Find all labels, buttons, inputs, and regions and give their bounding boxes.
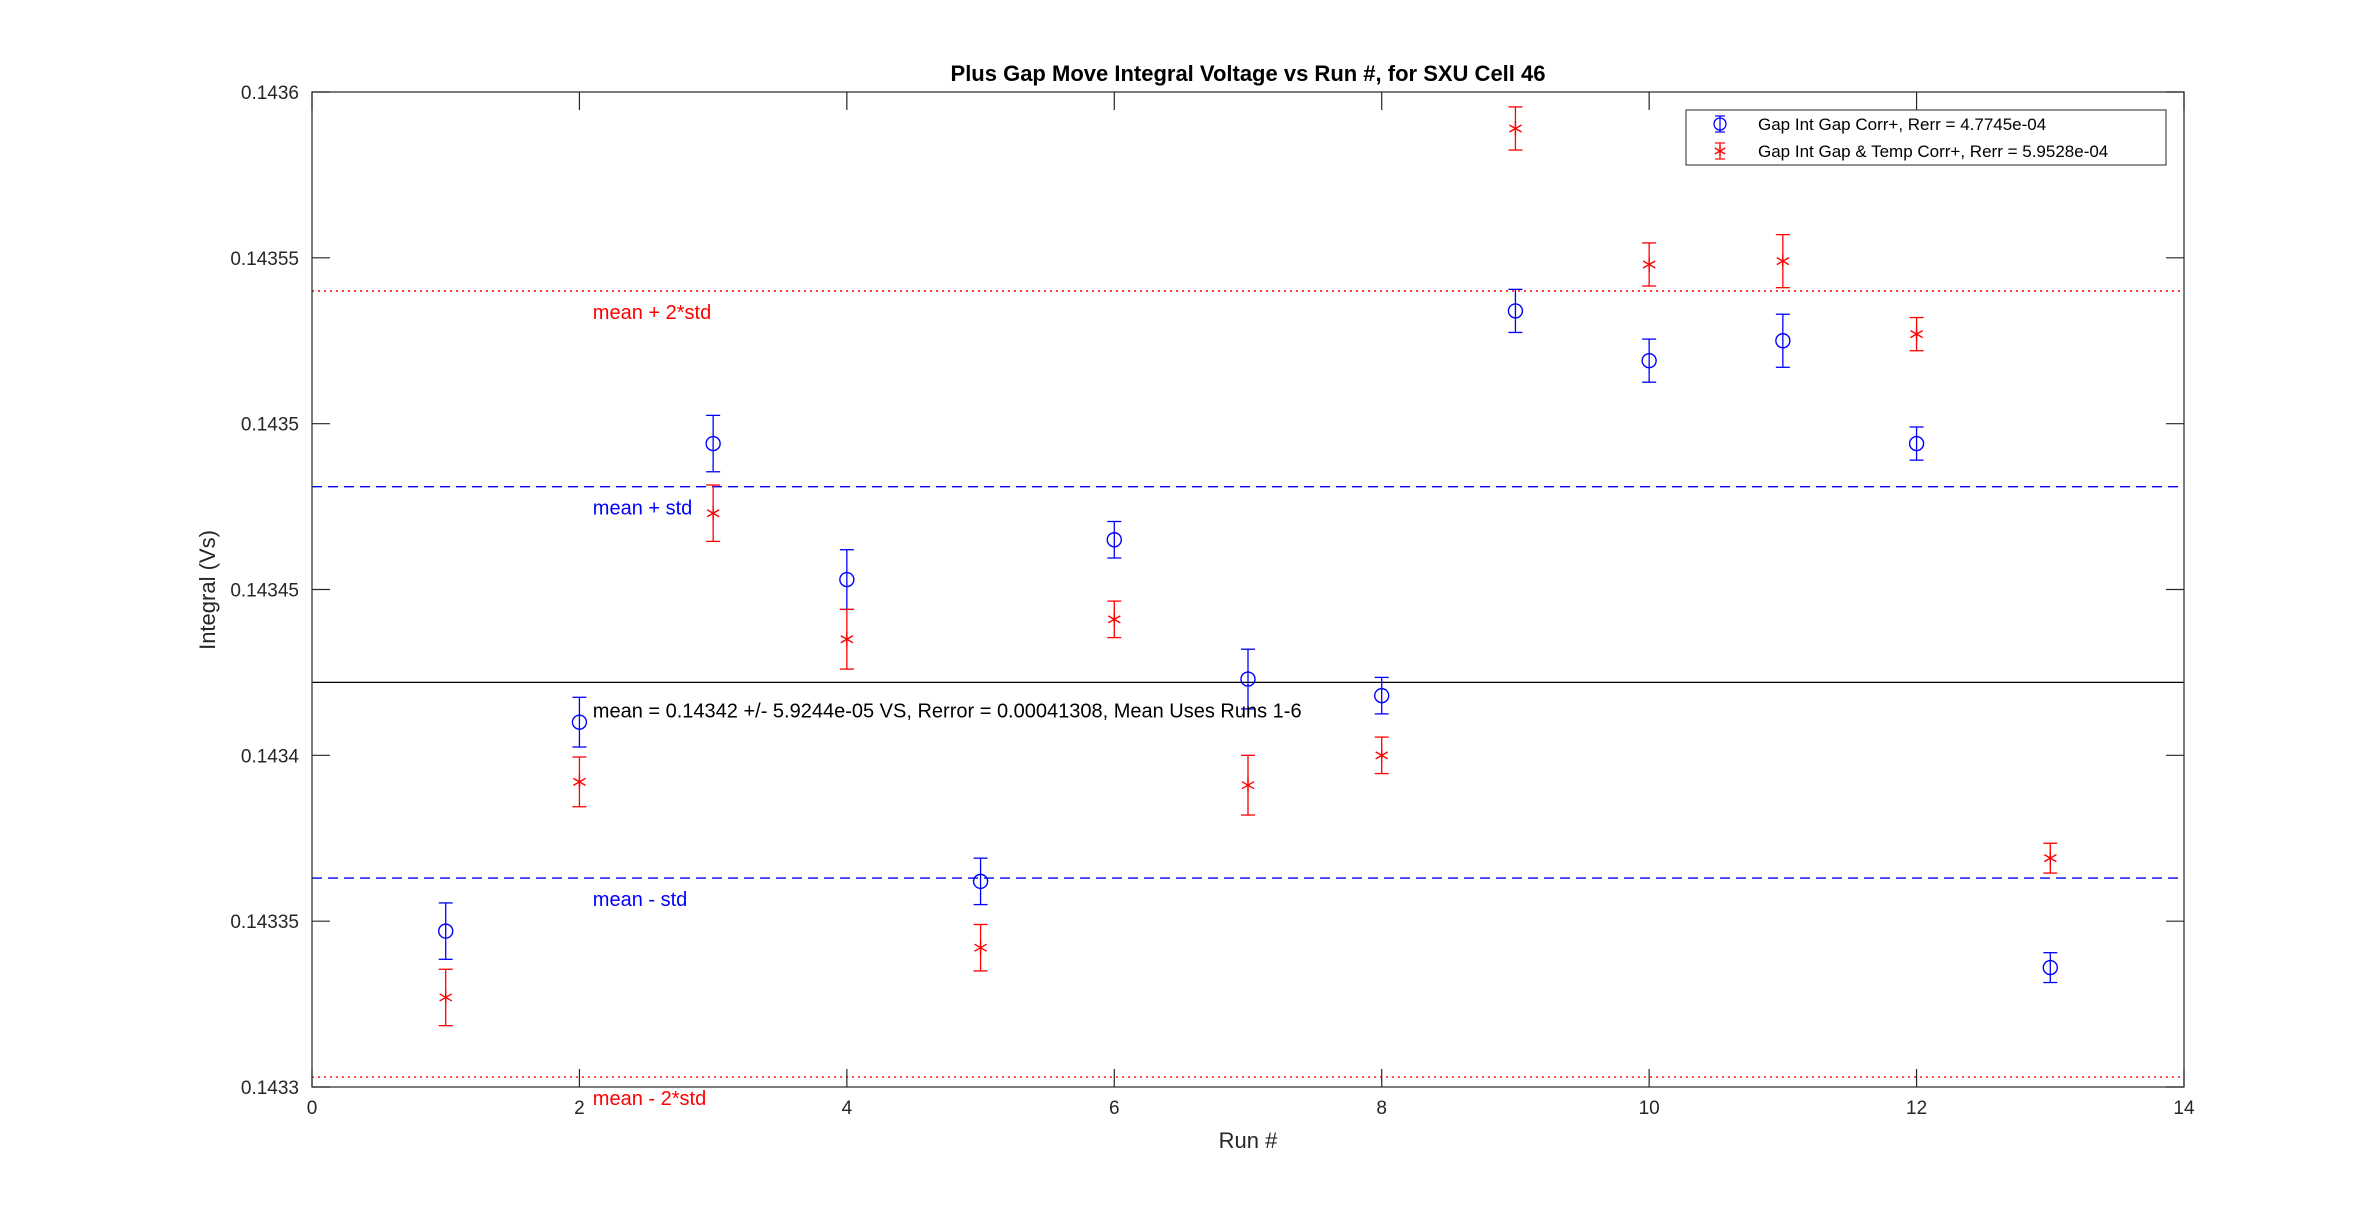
y-tick-label: 0.1436 xyxy=(241,83,299,104)
data-point xyxy=(1240,671,1256,687)
asterisk-marker xyxy=(2043,851,2057,866)
x-tick-label: 6 xyxy=(1109,1098,1120,1119)
data-point xyxy=(1908,435,1925,452)
legend-box xyxy=(1685,109,2167,166)
series-2 xyxy=(438,106,2058,1027)
asterisk-stroke xyxy=(1375,751,1389,760)
y-tick-label: 0.14345 xyxy=(230,581,299,602)
data-point xyxy=(839,571,855,588)
data-point xyxy=(1775,333,1791,349)
y-tick-label: 0.1434 xyxy=(241,746,300,767)
asterisk-stroke xyxy=(573,777,586,786)
asterisk-stroke xyxy=(2043,854,2057,863)
asterisk-stroke xyxy=(1910,330,1923,339)
asterisk-marker xyxy=(1642,257,1656,272)
reference-line-label: mean + std xyxy=(593,498,693,520)
data-point xyxy=(705,435,721,452)
asterisk-stroke xyxy=(1776,257,1790,266)
asterisk-stroke xyxy=(706,509,720,518)
x-tick-label: 0 xyxy=(307,1098,318,1119)
mean-annotation: mean = 0.14342 +/- 5.9244e-05 VS, Rerror… xyxy=(593,701,1302,723)
data-point xyxy=(571,714,588,730)
asterisk-stroke xyxy=(439,993,453,1002)
asterisk-marker xyxy=(439,990,453,1005)
x-tick-label: 2 xyxy=(574,1098,585,1119)
reference-line-label: mean - std xyxy=(593,889,687,911)
asterisk-stroke xyxy=(1241,781,1255,790)
asterisk-marker xyxy=(1714,145,1726,157)
legend-marker xyxy=(1713,117,1727,131)
x-axis-label: Run # xyxy=(1219,1128,1278,1153)
data-point xyxy=(1106,532,1122,548)
asterisk-marker xyxy=(1107,612,1121,627)
asterisk-stroke xyxy=(1509,124,1522,133)
asterisk-marker xyxy=(840,632,854,647)
data-point xyxy=(1641,352,1657,369)
y-axis-label: Integral (Vs) xyxy=(195,530,220,650)
asterisk-marker xyxy=(1509,121,1522,136)
asterisk-marker xyxy=(974,940,987,955)
data-point xyxy=(1374,687,1390,704)
y-tick-label: 0.1435 xyxy=(241,415,299,436)
asterisk-marker xyxy=(1375,748,1389,763)
asterisk-marker xyxy=(573,774,586,789)
asterisk-stroke xyxy=(840,635,854,644)
asterisk-stroke xyxy=(1714,147,1726,155)
x-tick-label: 14 xyxy=(2173,1098,2195,1119)
asterisk-stroke xyxy=(1642,260,1656,269)
y-tick-label: 0.14355 xyxy=(230,249,299,270)
y-tick-label: 0.14335 xyxy=(230,912,299,933)
reference-lines: mean + 2*std mean + std mean - std mean - 2… xyxy=(312,290,2184,1110)
series-1 xyxy=(438,288,2058,984)
x-tick-label: 12 xyxy=(1906,1098,1927,1119)
reference-line-label: mean + 2*std xyxy=(593,302,711,324)
x-axis: 0 2 4 6 8 10 12 14 xyxy=(307,92,2195,1119)
plot-background xyxy=(312,92,2184,1087)
data-point xyxy=(2042,959,2058,976)
asterisk-marker xyxy=(706,506,720,521)
asterisk-stroke xyxy=(1107,615,1121,624)
series-layer xyxy=(438,106,2058,1027)
legend-label: Gap Int Gap Corr+, Rerr = 4.7745e-04 xyxy=(1758,115,2046,134)
reference-line-label: mean - 2*std xyxy=(593,1088,706,1110)
legend: Gap Int Gap Corr+, Rerr = 4.7745e-04 Gap … xyxy=(1685,109,2167,166)
y-tick-label: 0.1433 xyxy=(241,1078,299,1099)
x-tick-label: 8 xyxy=(1376,1098,1387,1119)
x-tick-label: 10 xyxy=(1639,1098,1660,1119)
asterisk-stroke xyxy=(974,943,987,952)
x-tick-label: 4 xyxy=(842,1098,853,1119)
asterisk-marker xyxy=(1241,778,1255,793)
legend-label: Gap Int Gap & Temp Corr+, Rerr = 5.9528e… xyxy=(1758,142,2108,161)
data-point xyxy=(1507,303,1524,319)
chart-title: Plus Gap Move Integral Voltage vs Run #,… xyxy=(951,61,1546,86)
data-point xyxy=(972,873,989,890)
data-point xyxy=(438,923,454,939)
asterisk-marker xyxy=(1776,254,1790,269)
asterisk-marker xyxy=(1910,327,1923,342)
y-axis: 0.1433 0.14335 0.1434 0.14345 0.1435 0.14355 0… xyxy=(230,83,2184,1099)
